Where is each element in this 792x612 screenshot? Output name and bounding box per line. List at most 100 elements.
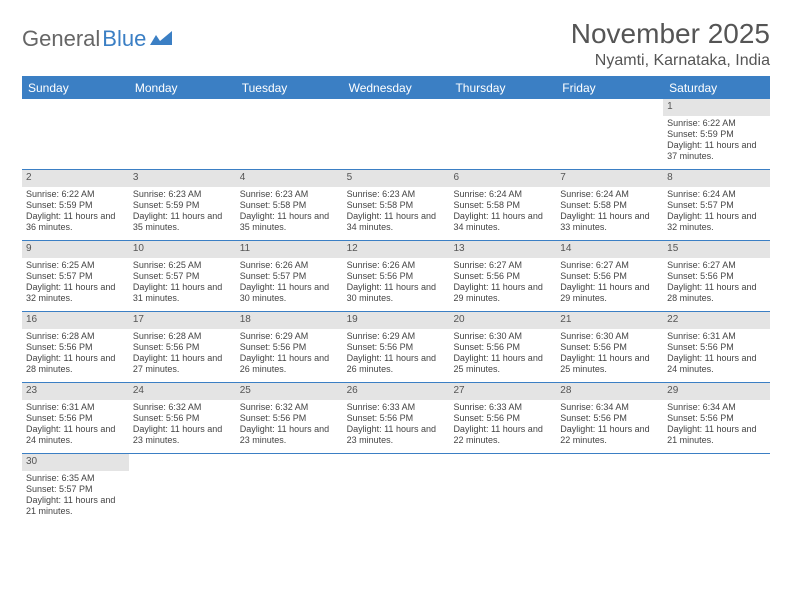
daylight-text: Daylight: 11 hours and 21 minutes. [26, 495, 125, 518]
day-number: 18 [236, 312, 343, 329]
daylight-text: Daylight: 11 hours and 26 minutes. [240, 353, 339, 376]
sunrise-text: Sunrise: 6:29 AM [347, 331, 446, 342]
day-number: 10 [129, 241, 236, 258]
sunset-text: Sunset: 5:56 PM [133, 413, 232, 424]
calendar-day: 16Sunrise: 6:28 AMSunset: 5:56 PMDayligh… [22, 312, 129, 382]
calendar-grid: 1Sunrise: 6:22 AMSunset: 5:59 PMDaylight… [22, 99, 770, 524]
sunrise-text: Sunrise: 6:23 AM [240, 189, 339, 200]
calendar-day [22, 99, 129, 169]
calendar-day: 8Sunrise: 6:24 AMSunset: 5:57 PMDaylight… [663, 170, 770, 240]
calendar-day: 3Sunrise: 6:23 AMSunset: 5:59 PMDaylight… [129, 170, 236, 240]
sunset-text: Sunset: 5:56 PM [667, 413, 766, 424]
day-number [236, 454, 343, 458]
sunrise-text: Sunrise: 6:34 AM [560, 402, 659, 413]
calendar-day [449, 454, 556, 524]
weekday-header: Sunday Monday Tuesday Wednesday Thursday… [22, 77, 770, 99]
day-number: 7 [556, 170, 663, 187]
day-details: Sunrise: 6:34 AMSunset: 5:56 PMDaylight:… [663, 400, 770, 451]
sunset-text: Sunset: 5:56 PM [347, 271, 446, 282]
day-number: 16 [22, 312, 129, 329]
day-number: 22 [663, 312, 770, 329]
calendar-day: 11Sunrise: 6:26 AMSunset: 5:57 PMDayligh… [236, 241, 343, 311]
day-details: Sunrise: 6:30 AMSunset: 5:56 PMDaylight:… [449, 329, 556, 380]
calendar-day [236, 99, 343, 169]
day-number [236, 99, 343, 103]
daylight-text: Daylight: 11 hours and 24 minutes. [667, 353, 766, 376]
day-details: Sunrise: 6:22 AMSunset: 5:59 PMDaylight:… [22, 187, 129, 238]
sunrise-text: Sunrise: 6:28 AM [26, 331, 125, 342]
calendar-day [556, 454, 663, 524]
calendar-day: 24Sunrise: 6:32 AMSunset: 5:56 PMDayligh… [129, 383, 236, 453]
sunset-text: Sunset: 5:57 PM [133, 271, 232, 282]
sunrise-text: Sunrise: 6:26 AM [347, 260, 446, 271]
day-number: 15 [663, 241, 770, 258]
day-number [129, 454, 236, 458]
daylight-text: Daylight: 11 hours and 32 minutes. [26, 282, 125, 305]
day-details: Sunrise: 6:25 AMSunset: 5:57 PMDaylight:… [129, 258, 236, 309]
day-number: 11 [236, 241, 343, 258]
sunrise-text: Sunrise: 6:25 AM [133, 260, 232, 271]
day-number [449, 454, 556, 458]
calendar-day [129, 454, 236, 524]
day-number: 5 [343, 170, 450, 187]
day-number: 8 [663, 170, 770, 187]
brand-part2: Blue [102, 26, 146, 52]
day-number: 17 [129, 312, 236, 329]
day-number [22, 99, 129, 103]
day-details: Sunrise: 6:24 AMSunset: 5:58 PMDaylight:… [556, 187, 663, 238]
sunset-text: Sunset: 5:56 PM [347, 413, 446, 424]
daylight-text: Daylight: 11 hours and 35 minutes. [240, 211, 339, 234]
calendar-day: 18Sunrise: 6:29 AMSunset: 5:56 PMDayligh… [236, 312, 343, 382]
sunrise-text: Sunrise: 6:25 AM [26, 260, 125, 271]
day-details: Sunrise: 6:27 AMSunset: 5:56 PMDaylight:… [449, 258, 556, 309]
calendar-day: 15Sunrise: 6:27 AMSunset: 5:56 PMDayligh… [663, 241, 770, 311]
sunset-text: Sunset: 5:56 PM [560, 342, 659, 353]
daylight-text: Daylight: 11 hours and 29 minutes. [453, 282, 552, 305]
sunrise-text: Sunrise: 6:23 AM [133, 189, 232, 200]
daylight-text: Daylight: 11 hours and 33 minutes. [560, 211, 659, 234]
calendar-day [343, 99, 450, 169]
sunset-text: Sunset: 5:56 PM [26, 413, 125, 424]
day-number: 3 [129, 170, 236, 187]
daylight-text: Daylight: 11 hours and 36 minutes. [26, 211, 125, 234]
calendar-day: 1Sunrise: 6:22 AMSunset: 5:59 PMDaylight… [663, 99, 770, 169]
day-number [129, 99, 236, 103]
calendar-week: 23Sunrise: 6:31 AMSunset: 5:56 PMDayligh… [22, 383, 770, 454]
calendar-day [129, 99, 236, 169]
sunrise-text: Sunrise: 6:27 AM [560, 260, 659, 271]
sunrise-text: Sunrise: 6:27 AM [667, 260, 766, 271]
daylight-text: Daylight: 11 hours and 25 minutes. [453, 353, 552, 376]
calendar-week: 1Sunrise: 6:22 AMSunset: 5:59 PMDaylight… [22, 99, 770, 170]
calendar-day: 29Sunrise: 6:34 AMSunset: 5:56 PMDayligh… [663, 383, 770, 453]
day-details: Sunrise: 6:23 AMSunset: 5:58 PMDaylight:… [236, 187, 343, 238]
calendar-page: GeneralBlue November 2025 Nyamti, Karnat… [0, 0, 792, 542]
day-number: 26 [343, 383, 450, 400]
day-details: Sunrise: 6:23 AMSunset: 5:58 PMDaylight:… [343, 187, 450, 238]
day-details: Sunrise: 6:26 AMSunset: 5:57 PMDaylight:… [236, 258, 343, 309]
sunrise-text: Sunrise: 6:29 AM [240, 331, 339, 342]
day-number [556, 99, 663, 103]
day-details: Sunrise: 6:22 AMSunset: 5:59 PMDaylight:… [663, 116, 770, 167]
daylight-text: Daylight: 11 hours and 21 minutes. [667, 424, 766, 447]
weekday-friday: Friday [556, 77, 663, 99]
sunrise-text: Sunrise: 6:28 AM [133, 331, 232, 342]
day-details: Sunrise: 6:28 AMSunset: 5:56 PMDaylight:… [129, 329, 236, 380]
calendar-day: 12Sunrise: 6:26 AMSunset: 5:56 PMDayligh… [343, 241, 450, 311]
daylight-text: Daylight: 11 hours and 35 minutes. [133, 211, 232, 234]
sunset-text: Sunset: 5:58 PM [560, 200, 659, 211]
sunset-text: Sunset: 5:56 PM [347, 342, 446, 353]
day-details: Sunrise: 6:24 AMSunset: 5:57 PMDaylight:… [663, 187, 770, 238]
calendar-week: 9Sunrise: 6:25 AMSunset: 5:57 PMDaylight… [22, 241, 770, 312]
day-details: Sunrise: 6:32 AMSunset: 5:56 PMDaylight:… [236, 400, 343, 451]
daylight-text: Daylight: 11 hours and 28 minutes. [26, 353, 125, 376]
sunset-text: Sunset: 5:58 PM [347, 200, 446, 211]
day-number: 1 [663, 99, 770, 116]
daylight-text: Daylight: 11 hours and 24 minutes. [26, 424, 125, 447]
day-details: Sunrise: 6:30 AMSunset: 5:56 PMDaylight:… [556, 329, 663, 380]
sunset-text: Sunset: 5:59 PM [667, 129, 766, 140]
sunset-text: Sunset: 5:57 PM [26, 271, 125, 282]
calendar-week: 16Sunrise: 6:28 AMSunset: 5:56 PMDayligh… [22, 312, 770, 383]
sunset-text: Sunset: 5:56 PM [453, 413, 552, 424]
sunrise-text: Sunrise: 6:31 AM [667, 331, 766, 342]
day-number [556, 454, 663, 458]
